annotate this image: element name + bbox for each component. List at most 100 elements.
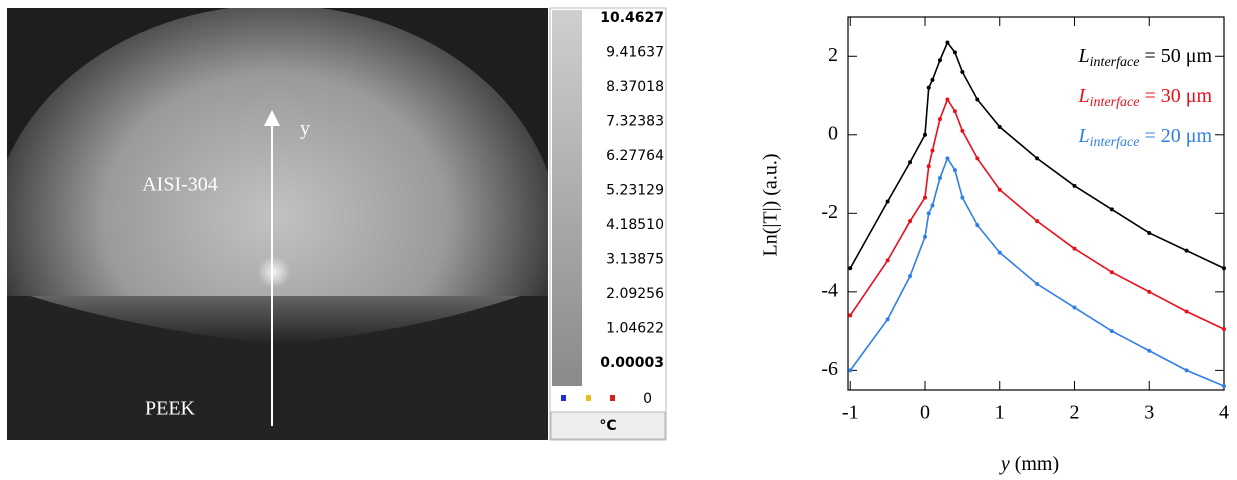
- data-point: [997, 124, 1002, 129]
- series-line: [849, 97, 1225, 330]
- colorbar-tick-label: 6.27764: [606, 148, 664, 164]
- legend-entry: Linterface = 20 μm: [1078, 125, 1213, 151]
- unit-cell: [550, 411, 666, 440]
- data-point: [1109, 207, 1114, 212]
- data-point: [1184, 309, 1189, 314]
- swatch: [586, 395, 591, 401]
- axis-label: y: [300, 118, 310, 140]
- series-line: [849, 156, 1225, 387]
- data-point: [1184, 248, 1189, 253]
- data-point: [937, 175, 942, 180]
- x-tick-label: 2: [1069, 402, 1079, 424]
- thermal-image: y AISI-304 PEEK: [7, 8, 548, 440]
- data-point: [937, 117, 942, 122]
- series-line: [849, 40, 1225, 270]
- data-point: [908, 160, 913, 165]
- data-point: [1222, 327, 1226, 332]
- data-point: [922, 234, 927, 239]
- peek-glow: [30, 296, 520, 345]
- data-point: [975, 223, 980, 228]
- data-point: [1222, 384, 1226, 389]
- y-tick-label: -2: [821, 201, 838, 223]
- data-point: [1072, 305, 1077, 310]
- data-point: [997, 187, 1002, 192]
- legend-entry: Linterface = 30 μm: [1078, 85, 1213, 111]
- colorbar-tick-label: 2.09256: [606, 286, 664, 302]
- colorbar-strip: [552, 10, 582, 386]
- data-point: [930, 148, 935, 153]
- colorbar-tick-label: 3.13875: [606, 252, 664, 268]
- data-point: [922, 132, 927, 137]
- data-point: [1072, 246, 1077, 251]
- colorbar-tick-label: 7.32383: [606, 114, 664, 130]
- data-point: [930, 203, 935, 208]
- data-point: [1147, 230, 1152, 235]
- data-point: [926, 164, 931, 169]
- x-axis-label: y (mm): [999, 453, 1059, 475]
- data-point: [997, 250, 1002, 255]
- data-point: [960, 128, 965, 133]
- colorbar-tick-label: 4.18510: [606, 217, 664, 233]
- colorbar-tick-label: 10.4627: [600, 10, 664, 26]
- data-point: [960, 69, 965, 74]
- data-point: [908, 219, 913, 224]
- data-point: [885, 199, 890, 204]
- data-point: [1035, 219, 1040, 224]
- colorbar-tick-label: 1.04622: [606, 321, 664, 337]
- x-tick-label: 3: [1144, 402, 1154, 424]
- data-point: [1072, 183, 1077, 188]
- colorbar-tick-label: 8.37018: [606, 79, 664, 95]
- data-point: [1184, 368, 1189, 373]
- data-point: [945, 156, 950, 161]
- data-point: [908, 274, 913, 279]
- material-label: PEEK: [145, 398, 196, 420]
- y-tick-label: -4: [821, 279, 838, 301]
- x-tick-label: 1: [995, 402, 1005, 424]
- data-point: [975, 97, 980, 102]
- hot-spot: [258, 256, 290, 288]
- colorbar-tick-label: 0.00003: [600, 355, 664, 371]
- data-point: [848, 266, 853, 271]
- x-tick-label: -1: [842, 402, 859, 424]
- marker-label: 0: [643, 391, 652, 407]
- data-point: [848, 368, 853, 373]
- y-tick-label: 2: [828, 44, 838, 66]
- data-point: [922, 195, 927, 200]
- data-point: [1222, 266, 1226, 271]
- data-point: [885, 317, 890, 322]
- plot-frame: [847, 16, 1225, 391]
- data-point: [975, 156, 980, 161]
- data-point: [945, 40, 950, 45]
- swatch: [610, 395, 615, 401]
- data-point: [960, 195, 965, 200]
- data-point: [1035, 156, 1040, 161]
- unit-label: °C: [599, 418, 616, 434]
- data-point: [926, 85, 931, 90]
- data-point: [1147, 289, 1152, 294]
- data-point: [1109, 329, 1114, 334]
- y-axis-label: Ln(|T|) (a.u.): [760, 154, 782, 257]
- colorbar: 0 °C 10.4627 9.41637 8.37018 7.32383 6.27764…: [549, 7, 667, 441]
- peek-region: [7, 296, 548, 440]
- data-point: [848, 313, 853, 318]
- data-point: [952, 50, 957, 55]
- data-point: [1035, 281, 1040, 286]
- material-label: AISI-304: [142, 174, 218, 196]
- x-tick-label: 4: [1219, 402, 1229, 424]
- data-point: [885, 258, 890, 263]
- swatch: [561, 395, 566, 401]
- data-point: [945, 97, 950, 102]
- y-tick-label: -6: [821, 358, 838, 380]
- x-tick-label: 0: [920, 402, 930, 424]
- data-point: [952, 168, 957, 173]
- data-point: [937, 58, 942, 63]
- data-point: [930, 77, 935, 82]
- legend-entry: Linterface = 50 μm: [1078, 45, 1213, 71]
- y-tick-label: 0: [828, 122, 838, 144]
- y-arrow-head: [264, 110, 280, 126]
- data-point: [952, 109, 957, 114]
- data-point: [1109, 270, 1114, 275]
- colorbar-tick-label: 9.41637: [606, 45, 664, 61]
- data-point: [926, 211, 931, 216]
